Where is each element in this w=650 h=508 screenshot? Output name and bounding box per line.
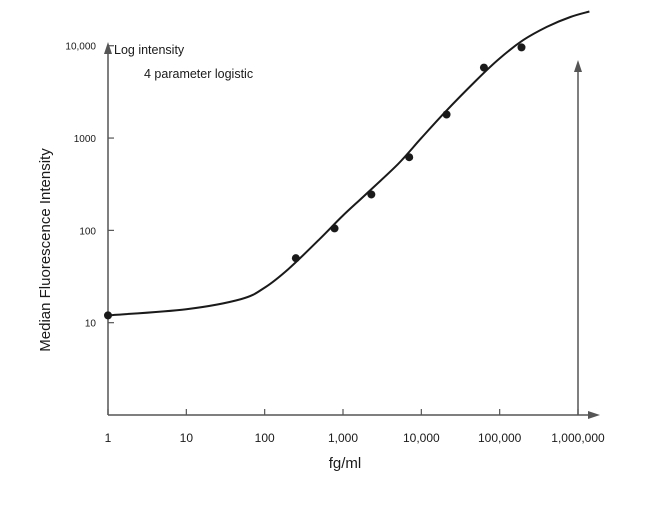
y-tick-label: 1000 bbox=[74, 134, 97, 145]
annotation-log-intensity: Log intensity bbox=[114, 43, 185, 57]
x-tick-label: 1,000,000 bbox=[551, 431, 605, 445]
data-point bbox=[367, 190, 376, 199]
x-tick-label: 1,000 bbox=[328, 431, 358, 445]
annotation-model: 4 parameter logistic bbox=[144, 67, 253, 81]
y-tick-label: 100 bbox=[79, 226, 96, 237]
data-point bbox=[104, 311, 112, 320]
chart-axes bbox=[104, 42, 600, 419]
x-tick-label: 10 bbox=[180, 431, 194, 445]
y-tick-label: 10 bbox=[85, 319, 97, 330]
x-tick-label: 10,000 bbox=[403, 431, 440, 445]
data-point bbox=[330, 224, 339, 233]
data-point bbox=[405, 153, 414, 162]
data-point bbox=[291, 254, 300, 263]
x-tick-label: 1 bbox=[105, 431, 112, 445]
x-axis-arrow bbox=[588, 411, 600, 419]
data-points bbox=[104, 43, 526, 320]
x-tick-label: 100,000 bbox=[478, 431, 522, 445]
y-axis-arrow bbox=[104, 42, 112, 54]
right-axis-arrow bbox=[574, 60, 582, 72]
data-point bbox=[517, 43, 526, 52]
y-tick-label: 10,000 bbox=[65, 42, 96, 53]
data-point bbox=[442, 110, 451, 119]
y-axis-title: Median Fluorescence Intensity bbox=[37, 148, 54, 352]
data-point bbox=[479, 63, 488, 72]
fit-curve bbox=[107, 10, 590, 317]
x-tick-label: 100 bbox=[255, 431, 275, 445]
x-ticks: 1 10 100 1,000 10,000 100,000 1,000,000 bbox=[105, 409, 605, 445]
y-ticks: 10 100 1000 10,000 bbox=[65, 42, 114, 330]
x-axis-title: fg/ml bbox=[329, 455, 362, 472]
